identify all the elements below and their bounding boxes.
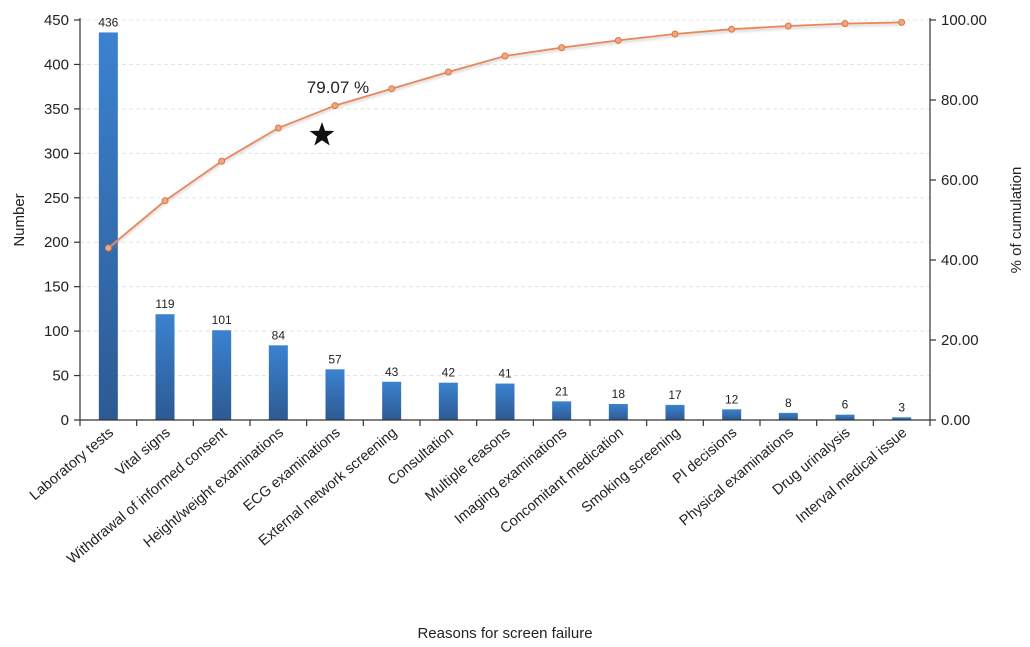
line-point — [218, 157, 226, 165]
line-point — [161, 197, 169, 205]
y2-tick-label: 40.00 — [941, 252, 979, 269]
y-tick-label: 350 — [44, 101, 69, 118]
bar-value-label: 8 — [785, 396, 792, 410]
line-point — [558, 44, 566, 52]
y2-tick-label: 60.00 — [941, 172, 979, 189]
bar-value-label: 43 — [385, 365, 399, 379]
category-label: Laboratory tests — [27, 425, 117, 504]
bar — [438, 382, 458, 420]
line-point — [501, 52, 509, 60]
bar — [325, 369, 345, 420]
bar — [892, 417, 912, 420]
line-point — [614, 36, 622, 44]
y2-axis-title: % of cumulation — [1008, 167, 1025, 274]
y-tick-label: 0 — [61, 412, 69, 429]
bar-value-label: 119 — [155, 297, 174, 311]
line-point — [331, 102, 339, 110]
line-point — [388, 85, 396, 93]
axes: 0 50 100 150 200 250 300 350 400 450 0.00 20.00 40.0… — [44, 12, 987, 429]
bar-value-label: 436 — [98, 15, 118, 29]
y-tick-label: 100 — [44, 323, 69, 340]
bar — [495, 383, 515, 420]
category-label: Physical examinations — [677, 425, 797, 529]
y-axis-title: Number — [11, 193, 28, 246]
line-point — [784, 22, 792, 30]
bar-value-label: 101 — [212, 313, 232, 327]
y2-tick-label: 20.00 — [941, 332, 979, 349]
bar-value-label: 57 — [328, 352, 342, 366]
annotation-text: 79.07 % — [307, 78, 369, 97]
bar — [382, 381, 402, 420]
y-tick-label: 450 — [44, 12, 69, 29]
line-point — [728, 25, 736, 33]
y2-tick-label: 100.00 — [941, 12, 987, 29]
bar-value-labels: 436 119 101 84 57 43 42 41 21 18 17 12 8 6 3 — [98, 15, 905, 414]
line-point — [898, 18, 906, 26]
bar — [608, 404, 628, 420]
bar — [268, 345, 288, 420]
category-label: Interval medical issue — [793, 425, 910, 527]
bar — [552, 401, 572, 420]
bar-value-label: 84 — [272, 328, 286, 342]
bar-value-label: 6 — [842, 398, 849, 412]
bar-series — [98, 32, 912, 420]
bar — [155, 314, 175, 420]
cumulative-line-series — [104, 18, 906, 252]
bar — [778, 412, 798, 420]
bar-value-label: 18 — [612, 387, 626, 401]
category-label: Smoking screening — [579, 425, 684, 517]
bar — [722, 409, 742, 420]
y-tick-label: 200 — [44, 234, 69, 251]
annotation: 79.07 % — [307, 78, 369, 146]
bar-value-label: 12 — [725, 392, 739, 406]
line-point — [444, 68, 452, 76]
bar — [835, 414, 855, 420]
y-tick-label: 250 — [44, 190, 69, 207]
bar — [665, 404, 685, 420]
bar — [98, 32, 118, 420]
line-point — [104, 244, 112, 252]
y-tick-label: 300 — [44, 145, 69, 162]
y-tick-label: 50 — [52, 368, 69, 385]
line-point — [841, 20, 849, 28]
star-icon — [309, 122, 335, 146]
x-axis-title: Reasons for screen failure — [417, 625, 592, 642]
y-tick-label: 400 — [44, 56, 69, 73]
y2-tick-label: 0.00 — [941, 412, 970, 429]
bar-value-label: 17 — [668, 388, 682, 402]
bar-value-label: 3 — [898, 400, 905, 414]
gridlines — [80, 19, 930, 377]
y2-tick-label: 80.00 — [941, 92, 979, 109]
bar-value-label: 41 — [498, 367, 512, 381]
bar-value-label: 21 — [555, 384, 569, 398]
line-point — [671, 30, 679, 38]
line-point — [274, 124, 282, 132]
y-tick-label: 150 — [44, 279, 69, 296]
bar-value-label: 42 — [442, 366, 456, 380]
bar — [212, 330, 232, 420]
category-label: ECG examinations — [241, 425, 344, 515]
